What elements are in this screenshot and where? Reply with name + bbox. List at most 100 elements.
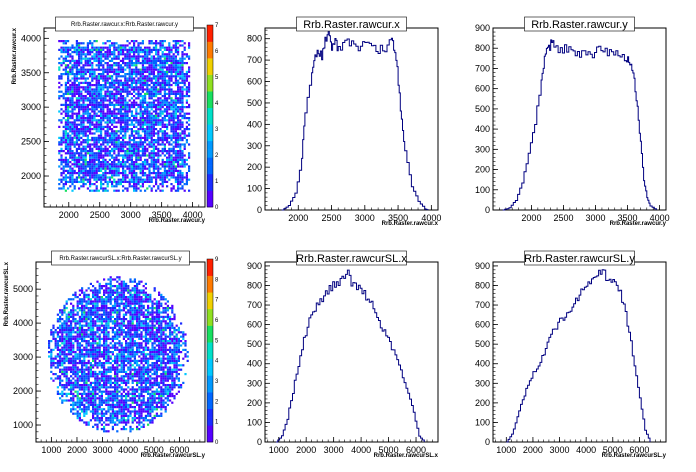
y-tick-label: 2000 xyxy=(13,386,33,396)
y-tick-label: 3000 xyxy=(13,352,33,362)
y-tick-label: 800 xyxy=(475,43,490,53)
y-tick-label: 200 xyxy=(247,398,262,408)
chart-title: Rrb.Raster.rawcurSL.y xyxy=(524,253,635,265)
y-tick-label: 900 xyxy=(475,261,490,271)
histogram-series xyxy=(276,269,425,443)
y-tick-label: 0 xyxy=(257,437,262,447)
chart-title: Rrb.Raster.rawcurSL.x:Rrb.Raster.rawcurS… xyxy=(59,256,181,262)
y-tick-label: 3000 xyxy=(21,102,41,112)
x-axis-label: Rrb.Raster.rawcurSL.x xyxy=(374,453,439,459)
x-tick-label: 3500 xyxy=(152,210,172,220)
y-tick-label: 0 xyxy=(485,437,490,447)
y-tick-label: 700 xyxy=(475,63,490,73)
y-tick-label: 0 xyxy=(485,205,490,215)
color-scale-label: 4 xyxy=(215,359,219,365)
color-scale-label: 5 xyxy=(215,75,219,81)
color-scale-label: 1 xyxy=(215,179,219,185)
x-tick-label: 3500 xyxy=(618,213,638,223)
color-scale-label: 0 xyxy=(215,205,219,211)
x-tick-label: 3000 xyxy=(586,213,606,223)
color-scale-bar: 0 1 2 3 4 5 6 7 xyxy=(206,23,219,211)
title-box xyxy=(524,250,635,266)
histogram-series xyxy=(506,269,651,443)
y-tick-label: 800 xyxy=(475,280,490,290)
color-scale-label: 2 xyxy=(215,399,219,405)
x-tick-label: 3000 xyxy=(121,210,141,220)
y-tick-label: 600 xyxy=(247,320,262,330)
x-tick-label: 2000 xyxy=(59,210,79,220)
y-tick-label: 100 xyxy=(475,185,490,195)
y-tick-label: 2500 xyxy=(21,137,41,147)
y-tick-label: 1000 xyxy=(13,420,33,430)
y-tick-label: 500 xyxy=(247,98,262,108)
x-axis-label: Rrb.Raster.rawcur.x xyxy=(382,221,439,227)
chart-panel-5: 1000 2000 3000 4000 5000 6000 0 100 200 300 400 500… xyxy=(247,250,439,459)
x-axis-label: Rrb.Raster.rawcur.y xyxy=(610,221,667,227)
y-tick-label: 400 xyxy=(247,359,262,369)
color-scale-label: 9 xyxy=(215,257,219,263)
color-scale-frame xyxy=(206,258,214,443)
x-tick-label: 2000 xyxy=(523,445,543,455)
y-tick-label: 3500 xyxy=(21,68,41,78)
y-tick-label: 400 xyxy=(247,119,262,129)
x-axis-label: Rrb.Raster.rawcur.y xyxy=(149,218,206,224)
histogram-series xyxy=(502,39,657,211)
x-tick-label: 3000 xyxy=(324,445,344,455)
color-scale-frame xyxy=(206,24,214,208)
x-tick-label: 1000 xyxy=(269,445,289,455)
y-tick-label: 500 xyxy=(247,339,262,349)
x-tick-label: 3000 xyxy=(550,445,570,455)
y-tick-label: 300 xyxy=(475,378,490,388)
title-box xyxy=(296,250,407,266)
color-scale-label: 3 xyxy=(215,379,219,385)
chart-panel-2: 2000 2500 3000 3500 4000 0 100 200 300 400 500 600 7… xyxy=(247,16,441,227)
histogram-line xyxy=(506,269,651,443)
y-tick-label: 300 xyxy=(475,144,490,154)
x-tick-label: 4000 xyxy=(576,445,596,455)
histogram-line xyxy=(276,269,425,443)
color-scale-label: 8 xyxy=(215,277,219,283)
color-scale-label: 6 xyxy=(215,49,219,55)
x-tick-label: 2000 xyxy=(296,445,316,455)
x-tick-label: 2500 xyxy=(553,213,573,223)
title-box xyxy=(524,16,635,32)
chart-title: Rrb.Raster.rawcur.y xyxy=(531,19,628,31)
title-box xyxy=(51,250,190,266)
color-scale-label: 3 xyxy=(215,127,219,133)
chart-title: Rrb.Raster.rawcur.x:Rrb.Raster.rawcur.y xyxy=(71,22,178,28)
chart-panel-1: 2000 2500 3000 3500 4000 2000 2500 3000 3500 4000… xyxy=(12,16,219,224)
y-tick-label: 4000 xyxy=(21,33,41,43)
y-tick-label: 100 xyxy=(247,417,262,427)
color-scale-label: 1 xyxy=(215,420,219,426)
y-tick-label: 600 xyxy=(475,320,490,330)
x-axis-label: Rrb.Raster.rawcurSL.y xyxy=(141,453,206,459)
title-box xyxy=(55,16,194,32)
x-tick-label: 2000 xyxy=(67,445,87,455)
x-tick-label: 5000 xyxy=(144,445,164,455)
y-tick-label: 0 xyxy=(257,205,262,215)
x-tick-label: 6000 xyxy=(406,445,426,455)
y-tick-label: 100 xyxy=(247,184,262,194)
x-tick-label: 1000 xyxy=(496,445,516,455)
y-axis-label: Rrb.Raster.rawcurSL.x xyxy=(4,261,10,326)
x-tick-label: 4000 xyxy=(421,213,441,223)
color-scale-label: 2 xyxy=(215,153,219,159)
x-tick-label: 2000 xyxy=(521,213,541,223)
x-tick-label: 2000 xyxy=(288,213,308,223)
heatmap-cells xyxy=(58,40,191,192)
heatmap-cells xyxy=(48,276,189,433)
histogram-line xyxy=(502,39,657,211)
y-tick-label: 900 xyxy=(475,23,490,33)
color-scale-bar: 0 1 2 3 4 5 6 7 8 9 xyxy=(206,257,219,446)
x-axis-label: Rrb.Raster.rawcurSL.y xyxy=(602,453,667,459)
plot-frame xyxy=(264,261,439,443)
y-tick-label: 700 xyxy=(247,300,262,310)
y-tick-label: 500 xyxy=(475,339,490,349)
chart-panel-3: 2000 2500 3000 3500 4000 0 100 200 300 400 500 600 7… xyxy=(475,16,670,227)
y-tick-label: 800 xyxy=(247,34,262,44)
x-tick-label: 3000 xyxy=(355,213,375,223)
x-tick-label: 3500 xyxy=(388,213,408,223)
y-tick-label: 5000 xyxy=(13,284,33,294)
y-tick-label: 200 xyxy=(247,162,262,172)
y-tick-label: 2000 xyxy=(21,171,41,181)
